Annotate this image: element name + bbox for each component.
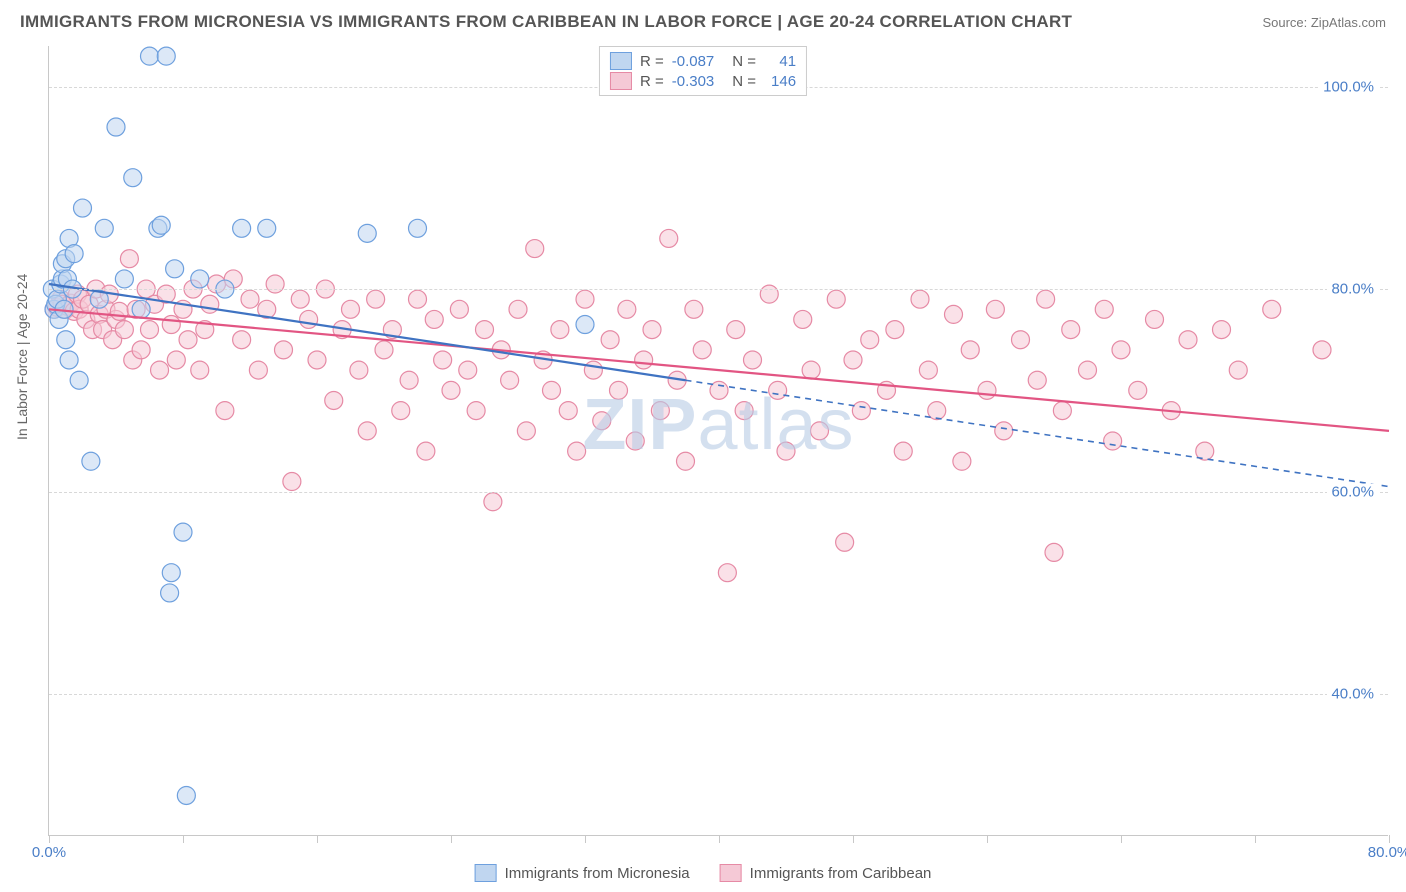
swatch-micronesia: [610, 52, 632, 70]
xtick-mark: [585, 835, 586, 843]
xtick-mark: [183, 835, 184, 843]
legend-row-micronesia: R = -0.087 N = 41: [610, 51, 796, 71]
legend-label-micronesia: Immigrants from Micronesia: [505, 865, 690, 882]
ytick-label: 80.0%: [1327, 281, 1378, 298]
legend-n-label: N =: [732, 53, 756, 70]
legend-r-micronesia: -0.087: [672, 53, 715, 70]
xtick-mark: [1255, 835, 1256, 843]
swatch-caribbean: [720, 864, 742, 882]
xtick-mark: [1121, 835, 1122, 843]
xtick-mark: [451, 835, 452, 843]
title-bar: IMMIGRANTS FROM MICRONESIA VS IMMIGRANTS…: [0, 0, 1406, 40]
legend-label-caribbean: Immigrants from Caribbean: [750, 865, 932, 882]
legend-item-caribbean: Immigrants from Caribbean: [720, 864, 932, 882]
legend-row-caribbean: R = -0.303 N = 146: [610, 71, 796, 91]
ytick-label: 40.0%: [1327, 686, 1378, 703]
legend-n-label: N =: [732, 73, 756, 90]
chart-title: IMMIGRANTS FROM MICRONESIA VS IMMIGRANTS…: [20, 12, 1072, 32]
ytick-label: 100.0%: [1319, 78, 1378, 95]
chart-plot-area: ZIPatlas 40.0%60.0%80.0%100.0%0.0%80.0%: [48, 46, 1388, 836]
xtick-mark: [987, 835, 988, 843]
xtick-label: 80.0%: [1368, 844, 1406, 861]
gridline: [49, 289, 1388, 290]
legend-r-label: R =: [640, 53, 664, 70]
gridline: [49, 694, 1388, 695]
y-axis-label: In Labor Force | Age 20-24: [14, 274, 30, 440]
xtick-mark: [49, 835, 50, 843]
correlation-legend: R = -0.087 N = 41 R = -0.303 N = 146: [599, 46, 807, 96]
scatter-svg: [49, 46, 1388, 835]
xtick-mark: [719, 835, 720, 843]
gridline: [49, 492, 1388, 493]
xtick-mark: [317, 835, 318, 843]
xtick-mark: [853, 835, 854, 843]
swatch-micronesia: [475, 864, 497, 882]
swatch-caribbean: [610, 72, 632, 90]
legend-n-micronesia: 41: [764, 53, 796, 70]
ytick-label: 60.0%: [1327, 483, 1378, 500]
legend-r-label: R =: [640, 73, 664, 90]
source-label: Source: ZipAtlas.com: [1262, 15, 1386, 30]
legend-r-caribbean: -0.303: [672, 73, 715, 90]
xtick-mark: [1389, 835, 1390, 843]
series-legend: Immigrants from Micronesia Immigrants fr…: [469, 862, 938, 884]
legend-n-caribbean: 146: [764, 73, 796, 90]
legend-item-micronesia: Immigrants from Micronesia: [475, 864, 690, 882]
xtick-label: 0.0%: [32, 844, 66, 861]
